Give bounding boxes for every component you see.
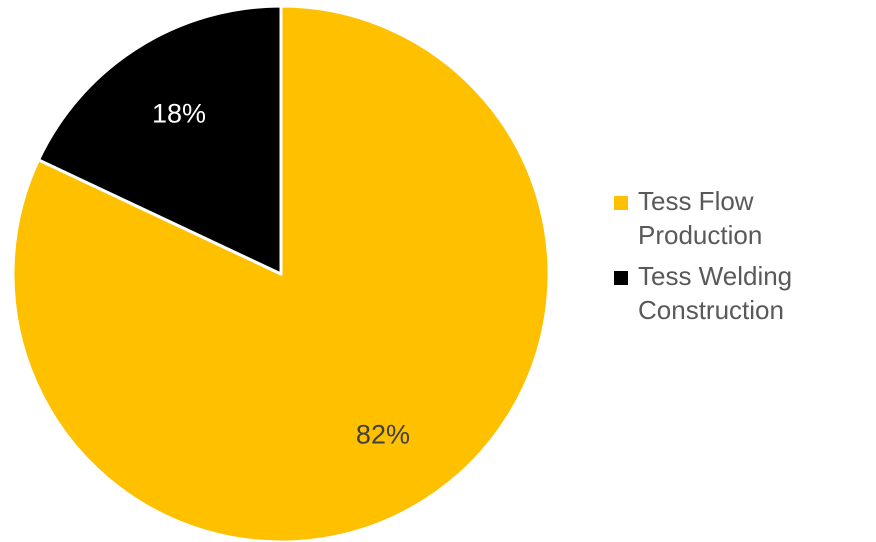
pie-slices <box>11 4 551 542</box>
legend-label-tess-flow-production: Tess Flow Production <box>638 186 763 250</box>
data-label-tess-flow-production: 82% <box>356 420 410 450</box>
pie-slice-tess-welding-construction <box>37 4 283 276</box>
pie-data-labels: 82% 18% <box>152 98 410 449</box>
legend-swatch-tess-flow-production <box>614 196 628 210</box>
chart-legend: Tess Flow Production Tess Welding Constr… <box>614 184 870 334</box>
legend-item-tess-flow-production: Tess Flow Production <box>614 184 870 252</box>
legend-item-tess-welding-construction: Tess Welding Construction <box>614 259 870 327</box>
data-label-tess-welding-construction: 18% <box>152 98 206 128</box>
legend-label-tess-welding-construction: Tess Welding Construction <box>638 261 793 325</box>
legend-swatch-tess-welding-construction <box>614 271 628 285</box>
